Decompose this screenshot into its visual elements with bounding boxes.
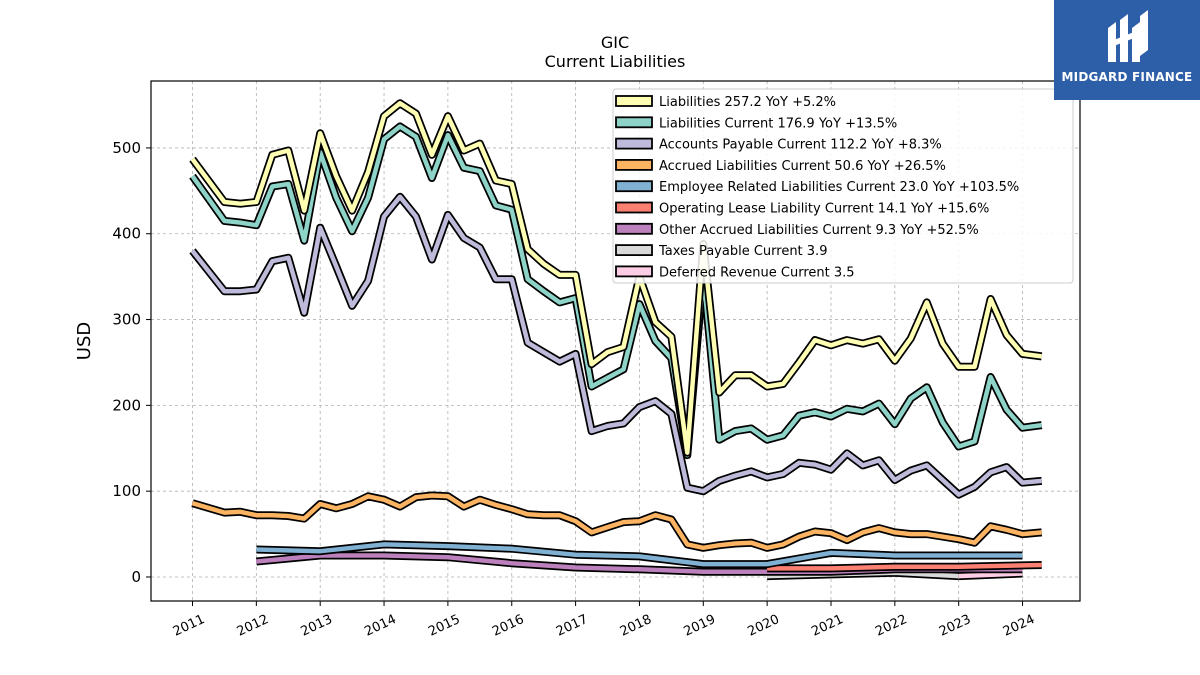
legend-swatch bbox=[615, 180, 653, 193]
legend-swatch bbox=[615, 222, 653, 235]
y-tick-label: 300 bbox=[112, 311, 141, 329]
legend-box bbox=[612, 88, 1074, 284]
legend-entry: Accounts Payable Current 112.2 YoY +8.3% bbox=[659, 138, 942, 153]
y-tick-label: 200 bbox=[112, 396, 141, 414]
series-line bbox=[190, 124, 1043, 458]
x-tick-label: 2023 bbox=[937, 612, 973, 640]
series-deferred-revenue-current bbox=[958, 569, 1023, 581]
legend-swatch bbox=[615, 116, 653, 129]
x-tick-label: 2011 bbox=[171, 612, 207, 640]
brand-logo: MIDGARD FINANCE bbox=[1054, 0, 1200, 100]
series-lines bbox=[189, 99, 1043, 581]
x-tick-label: 2013 bbox=[299, 612, 335, 640]
chart-subtitle: Current Liabilities bbox=[545, 52, 686, 71]
legend-entry: Other Accrued Liabilities Current 9.3 Yo… bbox=[659, 223, 979, 238]
series-line bbox=[256, 542, 1023, 567]
y-tick-label: 400 bbox=[112, 225, 141, 243]
legend-entry: Liabilities Current 176.9 YoY +13.5% bbox=[659, 116, 897, 131]
series-accounts-payable-current bbox=[189, 192, 1043, 499]
series-line bbox=[190, 194, 1042, 497]
legend-entry: Taxes Payable Current 3.9 bbox=[658, 244, 827, 259]
legend-swatch bbox=[615, 265, 653, 278]
series-employee-related-liabilities-current bbox=[256, 540, 1023, 569]
legend-entry: Employee Related Liabilities Current 23.… bbox=[659, 180, 1019, 195]
y-tick-label: 0 bbox=[131, 568, 141, 586]
series-operating-lease-liability-current bbox=[767, 561, 1042, 573]
legend-entry: Liabilities 257.2 YoY +5.2% bbox=[659, 95, 836, 110]
x-tick-label: 2021 bbox=[809, 612, 845, 640]
series-line bbox=[191, 493, 1042, 551]
legend-entry: Deferred Revenue Current 3.5 bbox=[659, 265, 855, 280]
x-tick-label: 2016 bbox=[490, 612, 526, 640]
legend-swatch bbox=[615, 244, 653, 257]
plot-frame bbox=[150, 80, 1081, 602]
legend-swatch bbox=[615, 137, 653, 150]
legend-swatch bbox=[615, 201, 653, 214]
x-tick-label: 2024 bbox=[1001, 612, 1037, 640]
y-axis-label: USD bbox=[74, 322, 95, 360]
x-tick-label: 2022 bbox=[873, 612, 909, 640]
series-accrued-liabilities-current bbox=[191, 491, 1043, 552]
chart-title: GIC bbox=[601, 33, 629, 52]
y-tick-label: 500 bbox=[112, 139, 141, 157]
x-tick-label: 2012 bbox=[235, 612, 271, 640]
x-tick-label: 2014 bbox=[362, 612, 398, 640]
x-tick-label: 2020 bbox=[745, 612, 781, 640]
legend: Liabilities 257.2 YoY +5.2% Liabilities C… bbox=[612, 88, 1074, 284]
legend-entry: Accrued Liabilities Current 50.6 YoY +26… bbox=[659, 159, 946, 174]
series-line bbox=[958, 571, 1023, 579]
y-tick-label: 100 bbox=[112, 482, 141, 500]
series-line bbox=[190, 101, 1042, 455]
series-line bbox=[767, 562, 1042, 571]
x-tick-label: 2018 bbox=[618, 612, 654, 640]
brand-name: MIDGARD FINANCE bbox=[1061, 70, 1193, 84]
legend-swatch bbox=[615, 95, 653, 107]
series-liabilities bbox=[189, 99, 1043, 457]
series-liabilities-current bbox=[189, 122, 1043, 460]
x-tick-label: 2019 bbox=[682, 612, 718, 640]
x-tick-label: 2015 bbox=[426, 612, 462, 640]
x-tick-label: 2017 bbox=[554, 612, 590, 640]
legend-swatch bbox=[615, 158, 653, 171]
legend-entry: Operating Lease Liability Current 14.1 Y… bbox=[659, 202, 989, 217]
midgard-logo-icon bbox=[1108, 10, 1148, 62]
